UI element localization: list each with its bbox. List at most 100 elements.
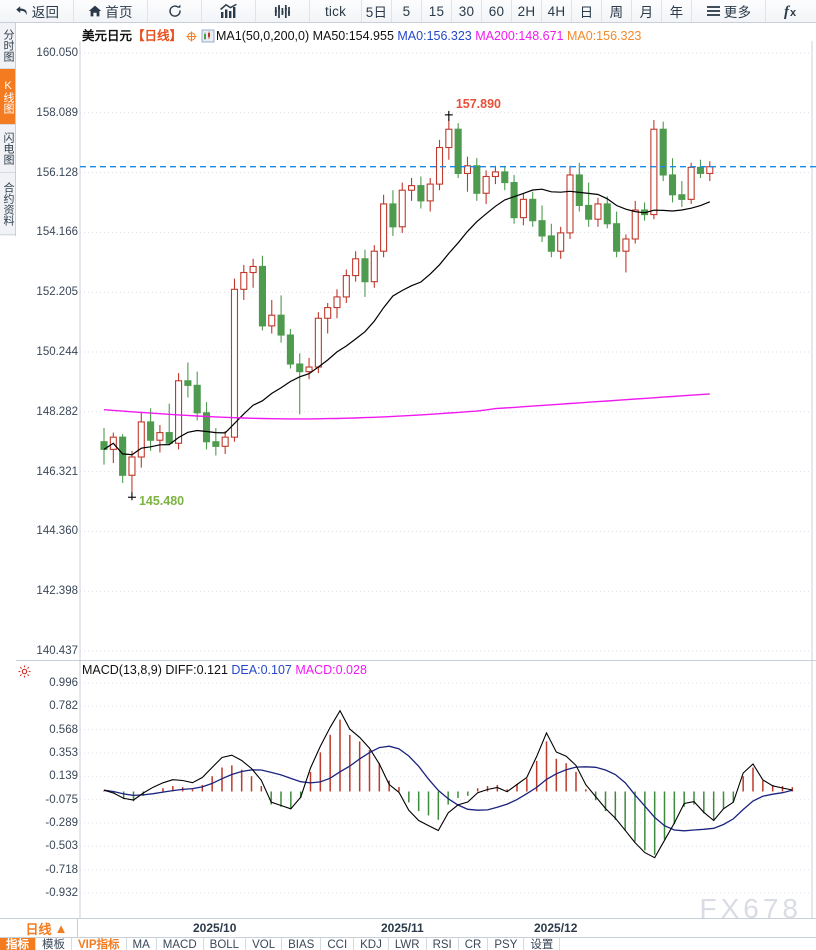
top-toolbar: 返回 首页 tick 5日 5 15 30 60 2H 4H 日周月年 更多 f x [0,0,816,23]
toolbar-m15[interactable]: 15 [422,0,452,22]
price-y-tick: 144.360 [36,525,78,538]
toolbar-day-label: 日 [579,5,594,20]
indicator-tab-MACD[interactable]: MACD [157,938,204,950]
indicator-tab-bar: 指标 模板 VIP指标 MA MACD BOLL VOL BIAS CCI KDJ LWR RSI CR… [0,938,816,950]
indicator-tab-MA[interactable]: MA [127,938,157,950]
toolbar-back[interactable]: 返回 [0,0,74,22]
macd-pane[interactable]: MACD(13,8,9) DIFF:0.121 DEA:0.107 MACD:0… [16,660,816,919]
toolbar-tick-label: tick [324,3,347,19]
price-y-tick: 152.205 [36,286,78,299]
target-icon[interactable] [186,31,197,45]
sidebar-item-contract[interactable]: 合约资料 [0,173,15,235]
price-y-tick: 154.166 [36,226,78,239]
macd-dea-value: DEA:0.107 [231,663,292,677]
hamburger-icon [706,5,721,17]
ma0-value-orange: MA0:156.323 [566,29,642,43]
toolbar-day[interactable]: 日 [572,0,602,22]
ma-params-label: MA1(50,0,200,0) [216,29,310,43]
price-y-tick: 160.050 [36,47,78,59]
macd-diff-value: DIFF:0.121 [165,663,228,677]
toolbar-home[interactable]: 首页 [74,0,148,22]
indicator-tab-BOLL[interactable]: BOLL [204,938,247,950]
price-y-axis: 160.050 158.089 156.128 154.166 152.205 150.2… [16,23,78,660]
sidebar-item-label: 合约资料 [2,181,14,226]
toolbar-m30-label: 30 [458,3,475,19]
current-period-label: 日线 [25,922,52,937]
macd-y-tick: -0.289 [45,816,78,829]
toolbar-chart[interactable] [202,0,256,22]
bar-chart-icon [220,3,237,19]
indicator-tab-模板[interactable]: 模板 [36,938,72,950]
indicator-tab-VIP指标[interactable]: VIP指标 [72,938,127,950]
toolbar-m15-label: 15 [428,3,445,19]
indicator-tab-LWR[interactable]: LWR [389,938,427,950]
toolbar-home-label: 首页 [105,5,133,20]
macd-y-tick: -0.932 [45,887,78,899]
macd-y-tick: 0.568 [49,723,78,736]
toolbar-refresh[interactable] [148,0,202,22]
macd-macd-value: MACD:0.028 [295,663,367,677]
period-low-annotation: 145.480 [138,494,185,509]
macd-y-tick: -0.718 [45,863,78,876]
macd-y-tick: 0.996 [49,677,78,689]
sidebar-item-flash[interactable]: 闪电图 [0,125,15,173]
toolbar-d5-label: 5日 [365,5,388,20]
left-sidebar: 分时图 K线图闪电图合约资料 [0,23,16,236]
toolbar-h2-label: 2H [517,3,536,19]
sidebar-item-kline[interactable]: K线图 [0,69,15,125]
toolbar-m5[interactable]: 5 [392,0,422,22]
refresh-icon [167,3,183,19]
price-y-tick: 140.437 [36,645,78,657]
indicator-tab-KDJ[interactable]: KDJ [354,938,389,950]
toolbar-d5[interactable]: 5日 [362,0,392,22]
toolbar-m60[interactable]: 60 [482,0,512,22]
toolbar-month[interactable]: 月 [632,0,662,22]
indicator-tab-VOL[interactable]: VOL [246,938,283,950]
indicator-tab-PSY[interactable]: PSY [488,938,525,950]
indicator-tab-CCI[interactable]: CCI [321,938,355,950]
macd-chart-svg[interactable] [16,661,816,919]
indicator-tab-RSI[interactable]: RSI [427,938,459,950]
price-y-tick: 142.398 [36,585,78,598]
sidebar-item-timeshare[interactable]: 分时图 [0,23,15,69]
indicator-tab-BIAS[interactable]: BIAS [282,938,322,950]
sidebar-item-label: K线图 [2,79,14,114]
period-label: 【日线】 [132,29,183,43]
ma200-value: MA200:148.671 [475,29,564,43]
toolbar-h4-label: 4H [547,3,566,19]
equalizer-icon [274,4,291,19]
svg-text:f: f [784,4,791,20]
settings-sun-icon[interactable] [18,665,31,683]
current-period-tag[interactable]: 日线 ▲ [16,919,78,938]
sidebar-item-label: 闪电图 [2,132,14,165]
toolbar-depth[interactable] [256,0,310,22]
symbol-label: 美元日元 [82,29,133,43]
toolbar-m5-label: 5 [402,3,411,19]
indicator-tab-设置[interactable]: 设置 [524,938,561,950]
macd-name-label: MACD(13,8,9) [82,663,162,677]
period-arrow-icon: ▲ [54,921,68,936]
toolbar-back-label: 返回 [31,5,60,20]
toolbar-tick[interactable]: tick [310,0,362,22]
price-legend: 美元日元【日线】 MA1(50,0,200,0) MA50:154.955 MA… [82,25,641,45]
indicator-tab-指标[interactable]: 指标 [0,938,36,950]
toolbar-more[interactable]: 更多 [692,0,766,22]
toolbar-m30[interactable]: 30 [452,0,482,22]
home-icon [88,4,102,18]
ma0-value-blue: MA0:156.323 [397,29,472,43]
price-chart-pane[interactable]: 美元日元【日线】 MA1(50,0,200,0) MA50:154.955 MA… [16,23,816,660]
date-axis-bar: 日线 ▲ 2025/10 2025/11 2025/12 [0,918,816,938]
price-y-tick: 150.244 [36,345,78,358]
price-chart-svg[interactable] [16,23,816,660]
toolbar-h4[interactable]: 4H [542,0,572,22]
indicator-tab-CR[interactable]: CR [459,938,489,950]
toolbar-h2[interactable]: 2H [512,0,542,22]
toolbar-year[interactable]: 年 [662,0,692,22]
toolbar-week[interactable]: 周 [602,0,632,22]
macd-y-tick: 0.782 [49,700,78,713]
kline-mini-icon[interactable] [201,29,215,45]
sidebar-item-label: 分时图 [2,29,14,62]
